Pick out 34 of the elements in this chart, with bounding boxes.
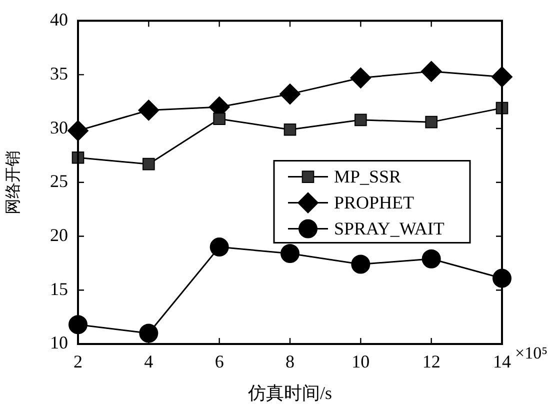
y-tick-label: 30: [50, 117, 68, 138]
point: [420, 60, 442, 82]
x-tick-label: 2: [74, 352, 82, 372]
y-tick-label: 35: [50, 63, 68, 84]
x-tick-label: 14: [493, 352, 511, 372]
point: [350, 67, 372, 88]
text: ×10⁵: [515, 343, 548, 362]
point: [354, 114, 367, 126]
point: [284, 123, 296, 136]
y-tick-label: 40: [50, 10, 68, 30]
y-tick-label: 20: [50, 225, 68, 245]
legend-label: MP_SSR: [334, 166, 402, 187]
x-tick-label: 4: [144, 352, 154, 372]
point: [280, 244, 300, 264]
y-tick-label: 10: [50, 332, 68, 353]
y-tick-label: 25: [50, 171, 68, 192]
legend-label: SPRAY_WAIT: [334, 218, 444, 239]
legend-label: PROPHET: [334, 192, 414, 213]
x-tick-label: 10: [352, 352, 370, 372]
x-axis-title: 仿真时间/s: [246, 382, 332, 403]
x-tick-label: 6: [214, 352, 224, 372]
point: [422, 249, 441, 268]
point: [280, 84, 300, 105]
y-axis-title: 网络开销: [4, 150, 22, 214]
point: [139, 324, 158, 343]
x-tick-label: 8: [286, 352, 294, 372]
point: [210, 238, 229, 257]
point: [142, 158, 155, 170]
point: [351, 254, 370, 274]
y-tick-label: 15: [50, 278, 68, 299]
x-tick-label: 12: [422, 352, 440, 372]
point: [213, 112, 226, 125]
point: [425, 116, 438, 128]
point: [138, 100, 160, 121]
